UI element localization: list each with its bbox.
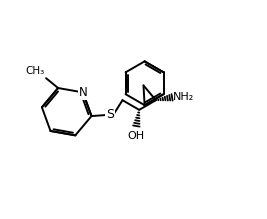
Text: NH₂: NH₂ xyxy=(173,92,194,102)
Text: CH₃: CH₃ xyxy=(26,66,45,76)
Text: S: S xyxy=(106,108,114,122)
Text: N: N xyxy=(79,86,88,99)
Text: OH: OH xyxy=(128,131,145,141)
